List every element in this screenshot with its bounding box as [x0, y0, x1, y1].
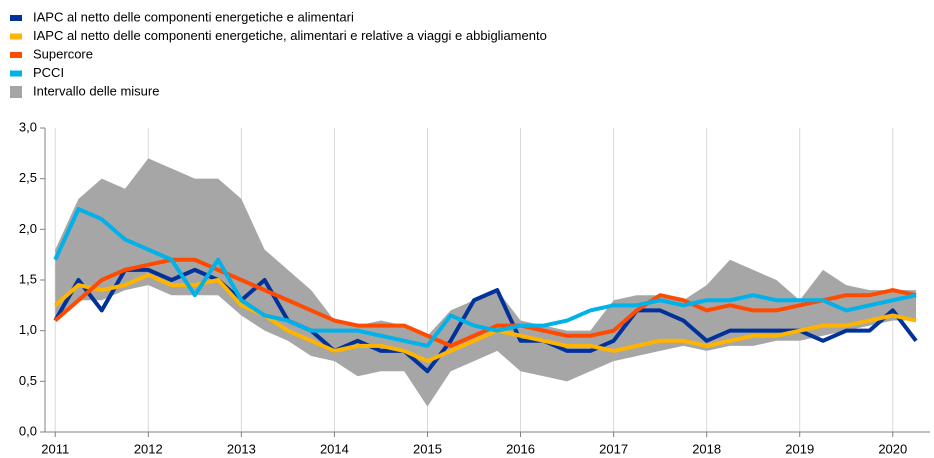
legend-label: Supercore [33, 46, 93, 61]
series-line [53, 272, 917, 364]
x-tick-label: 2020 [878, 441, 907, 456]
series-line [53, 267, 918, 374]
y-tick-label: 2,0 [19, 221, 37, 236]
x-tick-label: 2018 [692, 441, 721, 456]
y-tick-label: 1,5 [19, 271, 37, 286]
y-tick-label: 3,0 [19, 119, 37, 134]
legend-label: PCCI [33, 65, 64, 80]
legend-label: Intervallo delle misure [33, 83, 159, 98]
legend-swatch [10, 33, 22, 40]
legend-swatch [10, 15, 22, 21]
x-tick-label: 2019 [785, 441, 814, 456]
series-line [53, 257, 917, 348]
legend-swatch [10, 86, 22, 98]
legend-swatch [10, 52, 22, 58]
x-tick-label: 2017 [599, 441, 628, 456]
y-tick-label: 0,0 [19, 423, 37, 438]
x-tick-label: 2016 [506, 441, 535, 456]
x-tick-label: 2012 [134, 441, 163, 456]
x-tick-label: 2015 [413, 441, 442, 456]
x-tick-label: 2014 [320, 441, 349, 456]
x-tick-label: 2011 [41, 441, 69, 456]
x-tick-label: 2013 [227, 441, 256, 456]
y-tick-label: 0,5 [19, 373, 37, 388]
y-tick-label: 2,5 [19, 170, 37, 185]
series-line [53, 207, 917, 348]
legend-label: IAPC al netto delle componenti energetic… [33, 9, 354, 24]
y-tick-label: 1,0 [19, 322, 37, 337]
legend-swatch [10, 70, 22, 77]
legend-label: IAPC al netto delle componenti energetic… [33, 28, 547, 43]
